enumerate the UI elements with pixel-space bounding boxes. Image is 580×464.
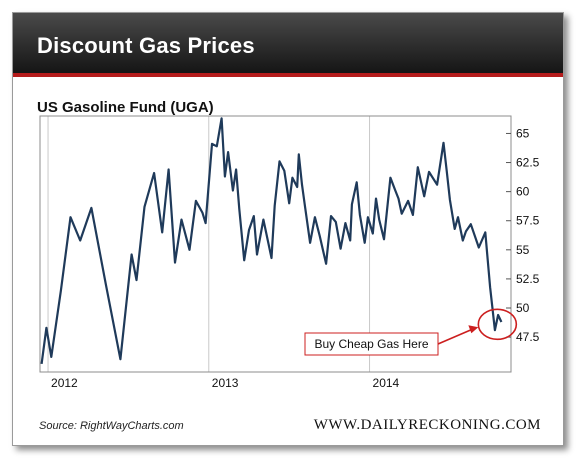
x-tick-label: 2014 (373, 376, 400, 390)
header-banner: Discount Gas Prices (13, 13, 563, 77)
annotation-circle (477, 308, 518, 341)
site-url: WWW.DAILYRECKONING.COM (313, 417, 541, 433)
y-tick-label: 57.5 (516, 214, 540, 228)
y-tick-label: 52.5 (516, 272, 540, 286)
y-tick-label: 47.5 (516, 330, 540, 344)
callout-label: Buy Cheap Gas Here (314, 337, 428, 351)
callout-arrowhead (468, 325, 479, 334)
y-tick-label: 55 (516, 243, 530, 257)
chart-title: US Gasoline Fund (UGA) (37, 99, 214, 116)
y-tick-label: 50 (516, 301, 530, 315)
series-line (40, 117, 503, 365)
x-tick-label: 2012 (51, 376, 78, 390)
header-title: Discount Gas Prices (37, 33, 255, 58)
y-tick-label: 65 (516, 126, 530, 140)
x-tick-label: 2013 (212, 376, 239, 390)
y-tick-label: 62.5 (516, 156, 540, 170)
y-tick-label: 60 (516, 185, 530, 199)
plot-frame (39, 115, 512, 373)
source-label: Source: RightWayCharts.com (39, 420, 184, 432)
callout-arrow-line (437, 328, 473, 345)
